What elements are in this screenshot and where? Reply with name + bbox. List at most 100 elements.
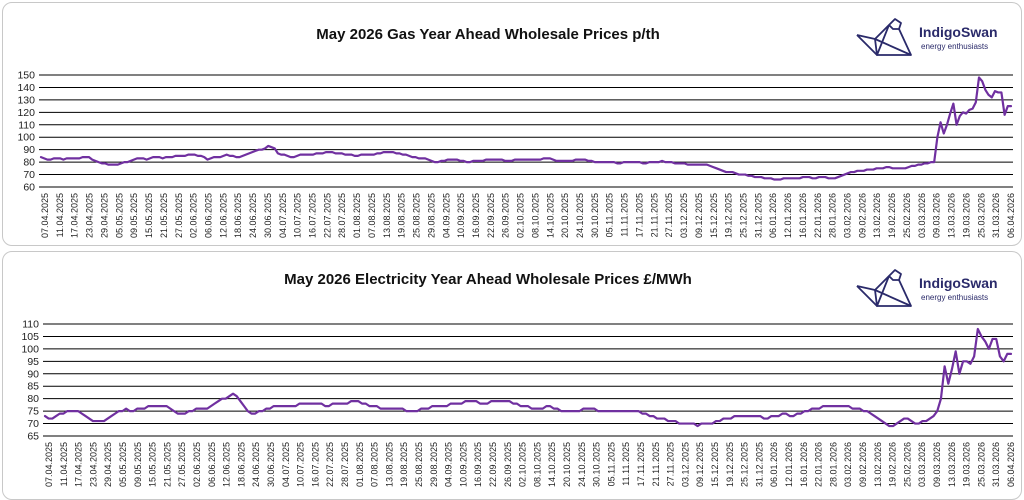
x-tick-label: 17.04.2025 (70, 193, 80, 238)
y-tick-label: 70 (27, 418, 39, 430)
x-tick-label: 09.12.2025 (694, 193, 704, 238)
x-tick-label: 07.08.2025 (367, 193, 377, 238)
x-tick-label: 22.07.2025 (325, 442, 335, 487)
x-tick-label: 22.07.2025 (322, 193, 332, 238)
x-tick-label: 02.10.2025 (518, 442, 528, 487)
x-tick-label: 15.05.2025 (148, 442, 158, 487)
x-tick-label: 13.02.2026 (872, 193, 882, 238)
x-tick-label: 29.04.2025 (103, 442, 113, 487)
x-tick-label: 14.10.2025 (545, 193, 555, 238)
x-tick-label: 23.04.2025 (88, 442, 98, 487)
x-tick-label: 25.08.2025 (412, 193, 422, 238)
x-tick-label: 03.12.2025 (680, 442, 690, 487)
x-tick-label: 05.05.2025 (114, 193, 124, 238)
x-tick-label: 15.05.2025 (144, 193, 154, 238)
x-tick-label: 12.01.2026 (784, 442, 794, 487)
x-tick-label: 12.01.2026 (783, 193, 793, 238)
x-tick-label: 02.06.2025 (189, 193, 199, 238)
y-gridlines (43, 323, 1013, 437)
x-tick-label: 19.12.2025 (725, 442, 735, 487)
x-tick-label: 02.06.2025 (192, 442, 202, 487)
brand-logo: IndigoSwan energy enthusiasts (856, 18, 998, 56)
x-tick-label: 06.01.2026 (769, 442, 779, 487)
y-tick-label: 110 (18, 119, 35, 131)
x-tick-label: 09.05.2025 (129, 193, 139, 238)
x-tick-label: 10.07.2025 (293, 193, 303, 238)
brand-tagline: energy enthusiasts (921, 42, 988, 51)
brand-name: IndigoSwan (919, 275, 998, 291)
x-tick-label: 21.11.2025 (649, 193, 659, 237)
x-tick-label: 21.05.2025 (162, 442, 172, 487)
x-tick-label: 03.02.2026 (843, 442, 853, 487)
x-tick-label: 25.02.2026 (902, 193, 912, 238)
x-tick-label: 09.02.2026 (858, 442, 868, 487)
y-tick-label: 65 (27, 431, 39, 443)
x-tick-label: 03.12.2025 (679, 193, 689, 238)
x-tick-label: 13.08.2025 (382, 193, 392, 238)
x-tick-label: 06.04.2026 (1006, 442, 1016, 487)
origami-swan-icon (856, 269, 912, 307)
x-tick-label: 12.06.2025 (222, 442, 232, 487)
x-tick-label: 18.06.2025 (233, 193, 243, 238)
x-tick-label: 16.09.2025 (471, 193, 481, 238)
x-tick-label: 30.10.2025 (590, 193, 600, 238)
brand-tagline: energy enthusiasts (921, 293, 988, 302)
x-tick-label: 28.01.2026 (828, 442, 838, 487)
x-tick-label: 22.01.2026 (814, 442, 824, 487)
x-tick-label: 09.02.2026 (857, 193, 867, 238)
x-axis-ticks: 07.04.2025 11.04.2025 17.04.2025 23.04.2025… (40, 193, 1016, 238)
x-tick-label: 21.05.2025 (159, 193, 169, 238)
x-tick-label: 19.03.2026 (961, 193, 971, 238)
x-tick-label: 28.07.2025 (340, 442, 350, 487)
x-tick-label: 20.10.2025 (562, 442, 572, 487)
x-tick-label: 17.11.2025 (636, 442, 646, 486)
brand-logo: IndigoSwan energy enthusiasts (856, 269, 998, 307)
x-tick-label: 06.06.2025 (207, 442, 217, 487)
x-tick-label: 05.11.2025 (606, 442, 616, 486)
x-tick-label: 04.07.2025 (278, 193, 288, 238)
x-tick-label: 04.09.2025 (444, 442, 454, 487)
x-tick-label: 15.12.2025 (709, 193, 719, 238)
x-tick-label: 31.12.2025 (754, 442, 764, 487)
x-tick-label: 25.03.2026 (976, 442, 986, 487)
x-tick-label: 05.05.2025 (118, 442, 128, 487)
origami-swan-icon (856, 18, 912, 56)
brand-name: IndigoSwan (919, 24, 998, 40)
x-tick-label: 25.12.2025 (738, 193, 748, 238)
x-tick-label: 10.09.2025 (456, 193, 466, 238)
x-tick-label: 09.03.2026 (932, 442, 942, 487)
x-tick-label: 25.03.2026 (976, 193, 986, 238)
x-tick-label: 19.02.2026 (888, 442, 898, 487)
x-tick-label: 22.01.2026 (813, 193, 823, 238)
x-tick-label: 06.04.2026 (1006, 193, 1016, 238)
x-tick-label: 16.07.2025 (310, 442, 320, 487)
x-tick-label: 13.08.2025 (384, 442, 394, 487)
x-tick-label: 04.07.2025 (281, 442, 291, 487)
x-tick-label: 07.04.2025 (40, 193, 50, 238)
chart-title: May 2026 Electricity Year Ahead Wholesal… (284, 271, 692, 288)
y-tick-label: 70 (23, 169, 35, 181)
x-tick-label: 31.03.2026 (991, 193, 1001, 238)
x-tick-label: 05.11.2025 (605, 193, 615, 237)
series-line (43, 327, 1013, 428)
y-tick-label: 110 (22, 319, 39, 331)
x-tick-label: 03.03.2026 (917, 193, 927, 238)
x-tick-label: 13.02.2026 (873, 442, 883, 487)
x-tick-label: 11.11.2025 (621, 442, 631, 486)
x-tick-label: 30.06.2025 (266, 442, 276, 487)
x-tick-label: 24.06.2025 (251, 442, 261, 487)
y-tick-label: 80 (23, 157, 35, 169)
x-tick-label: 19.12.2025 (724, 193, 734, 238)
x-tick-label: 29.08.2025 (429, 442, 439, 487)
x-tick-label: 09.03.2026 (932, 193, 942, 238)
x-tick-label: 24.10.2025 (577, 442, 587, 487)
x-tick-label: 08.10.2025 (530, 193, 540, 238)
x-tick-label: 25.12.2025 (740, 442, 750, 487)
electricity-price-chart: May 2026 Electricity Year Ahead Wholesal… (21, 269, 1016, 487)
x-tick-label: 16.07.2025 (308, 193, 318, 238)
gas-price-chart: May 2026 Gas Year Ahead Wholesale Prices… (17, 18, 1016, 238)
x-tick-label: 11.04.2025 (55, 193, 65, 237)
x-tick-label: 17.11.2025 (634, 193, 644, 237)
x-tick-label: 20.10.2025 (560, 193, 570, 238)
